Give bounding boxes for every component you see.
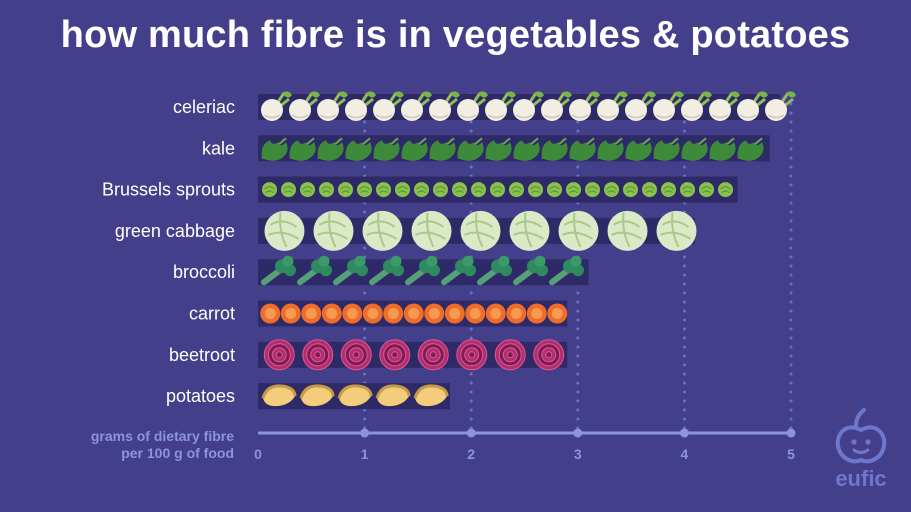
- category-label: potatoes: [166, 386, 235, 406]
- brussels-sprout-icon: [262, 182, 733, 198]
- eufic-logo: eufic: [826, 400, 896, 500]
- tick-label: 4: [681, 446, 689, 462]
- category-label: kale: [202, 138, 235, 158]
- category-labels: celeriac kale Brussels sprouts green cabbag…: [102, 97, 235, 406]
- category-label: carrot: [189, 304, 235, 324]
- bar-brussels-sprouts: [258, 176, 738, 203]
- x-axis-label: per 100 g of food: [121, 445, 234, 461]
- tick-label: 1: [361, 446, 369, 462]
- category-label: Brussels sprouts: [102, 180, 235, 200]
- bar-kale: [258, 135, 770, 162]
- bars: [258, 91, 796, 410]
- tick-label: 3: [574, 446, 582, 462]
- bar-celeriac: [258, 91, 796, 121]
- bar-green-cabbage: [258, 210, 697, 251]
- tick-label: 5: [787, 446, 795, 462]
- kale-icon: [261, 137, 764, 161]
- category-label: broccoli: [173, 262, 235, 282]
- bar-beetroot: [258, 339, 568, 371]
- potato-icon: [261, 384, 449, 407]
- logo-text: eufic: [835, 466, 887, 491]
- broccoli-icon: [261, 255, 584, 286]
- bar-broccoli: [258, 255, 589, 286]
- beetroot-slice-icon: [263, 339, 565, 371]
- tick-dot: [679, 428, 689, 438]
- cabbage-icon: [264, 210, 697, 251]
- tick-label: 2: [467, 446, 475, 462]
- x-axis-label: grams of dietary fibre: [91, 428, 234, 444]
- tick-label: 0: [254, 446, 262, 462]
- apple-face-icon: [835, 408, 887, 464]
- category-label: celeriac: [173, 97, 235, 117]
- category-label: green cabbage: [115, 221, 235, 241]
- tick-dot: [360, 428, 370, 438]
- category-label: beetroot: [169, 345, 235, 365]
- carrot-slice-icon: [260, 303, 568, 324]
- tick-dot: [466, 428, 476, 438]
- celeriac-icon: [261, 91, 796, 121]
- chart-title: how much fibre is in vegetables & potato…: [60, 14, 851, 56]
- tick-dot: [573, 428, 583, 438]
- tick-dot: [786, 428, 796, 438]
- bar-carrot: [258, 300, 568, 327]
- bar-potatoes: [258, 383, 450, 410]
